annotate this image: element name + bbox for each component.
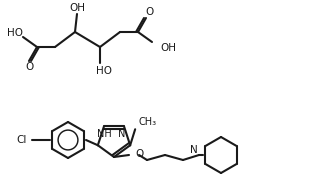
- Text: N: N: [190, 145, 198, 155]
- Text: OH: OH: [160, 43, 176, 53]
- Text: O: O: [146, 7, 154, 17]
- Text: HO: HO: [7, 28, 23, 38]
- Text: CH₃: CH₃: [138, 117, 156, 127]
- Text: OH: OH: [69, 3, 85, 13]
- Text: HO: HO: [96, 66, 112, 76]
- Text: N: N: [118, 129, 126, 139]
- Text: O: O: [25, 62, 33, 72]
- Text: Cl: Cl: [17, 135, 27, 145]
- Text: O: O: [135, 149, 143, 159]
- Text: NH: NH: [97, 129, 111, 139]
